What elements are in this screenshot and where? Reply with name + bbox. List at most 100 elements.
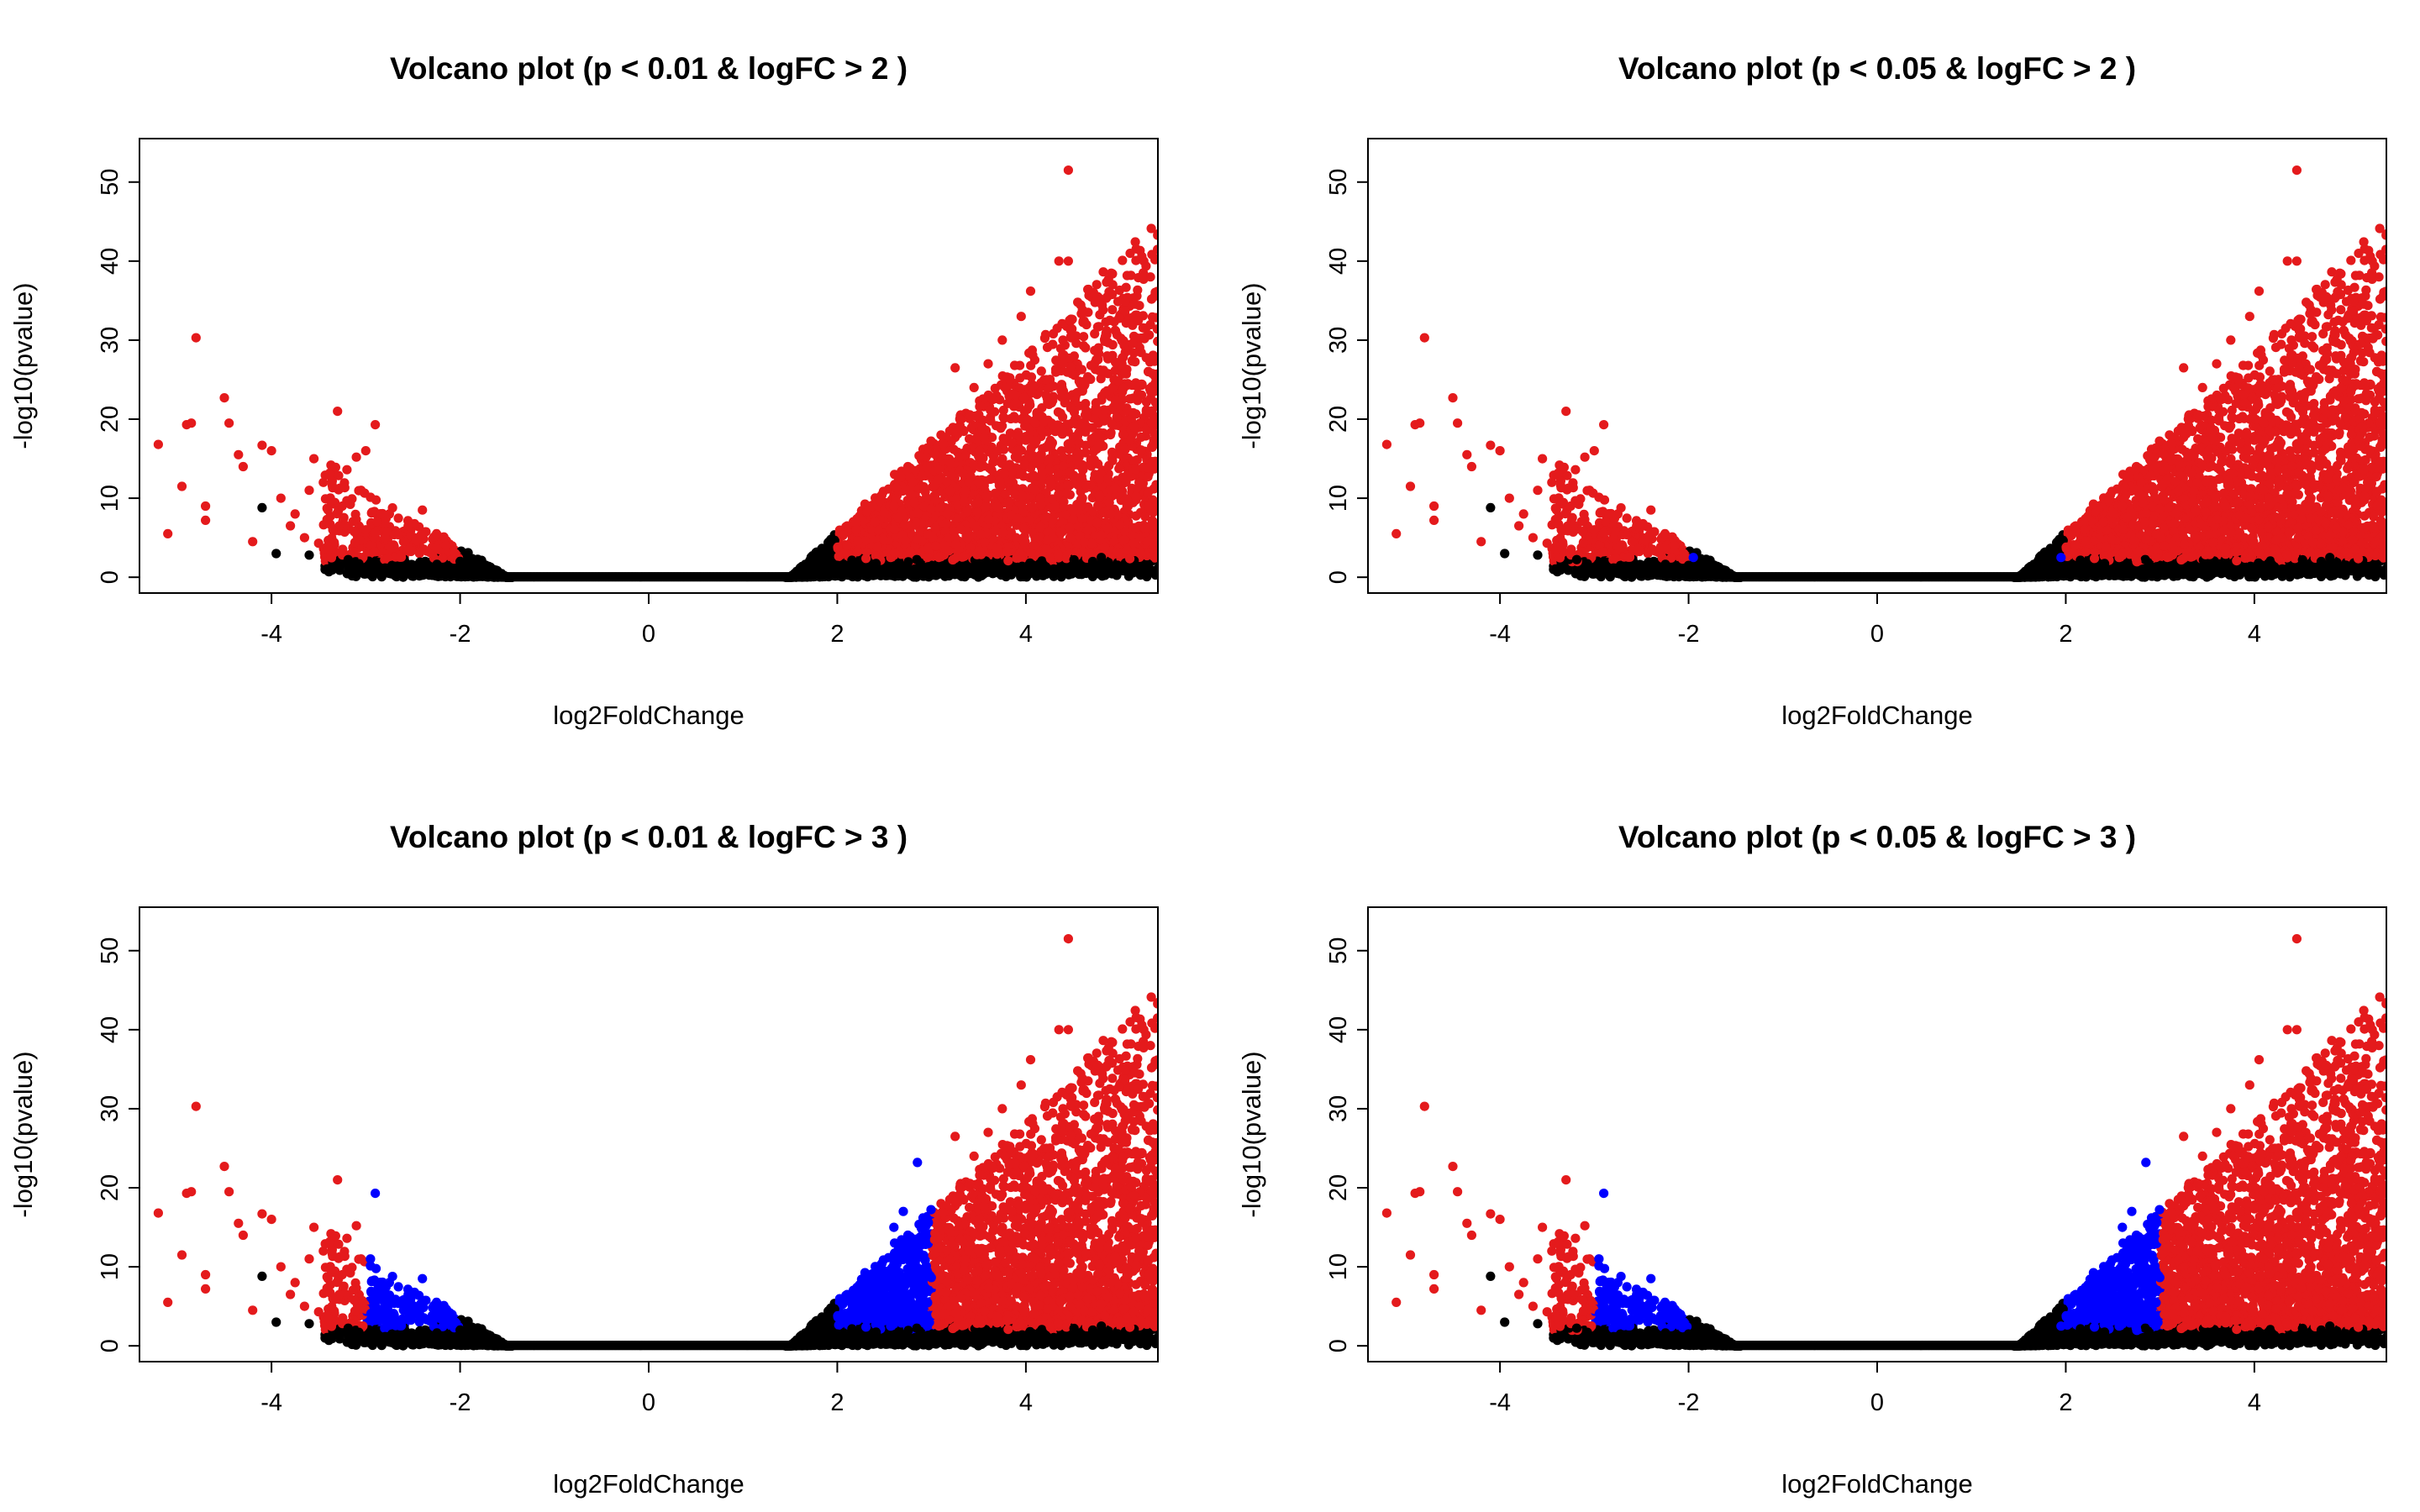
data-point (366, 540, 376, 550)
data-point (879, 534, 889, 545)
data-point (342, 569, 352, 579)
data-point (1096, 469, 1106, 479)
data-point (1153, 244, 1158, 255)
data-point (1087, 507, 1097, 517)
data-point (1048, 515, 1058, 525)
data-point (1101, 293, 1112, 303)
data-point (376, 509, 386, 519)
data-point (1052, 366, 1062, 376)
data-point (973, 497, 983, 507)
data-point (1026, 360, 1036, 370)
data-point (1094, 322, 1104, 332)
data-point (939, 439, 949, 449)
data-point (947, 470, 957, 480)
data-point (1107, 419, 1117, 429)
data-point (1126, 394, 1136, 404)
data-point (1150, 378, 1158, 388)
data-point (1081, 398, 1091, 409)
data-point (1055, 344, 1065, 354)
data-point (1048, 339, 1058, 349)
data-point (834, 551, 844, 562)
y-axis-label: -log10(pvalue) (8, 282, 38, 449)
data-point (990, 407, 1000, 417)
chart-title: Volcano plot (p < 0.01 & logFC > 2 ) (390, 51, 908, 86)
data-point (910, 564, 920, 575)
data-point (1068, 417, 1078, 428)
data-point (1138, 323, 1148, 333)
data-point (890, 524, 900, 534)
data-point (1057, 318, 1067, 328)
data-point (923, 529, 933, 539)
data-point (1092, 280, 1102, 290)
x-axis-label: log2FoldChange (553, 701, 744, 730)
data-point (825, 552, 835, 562)
data-point (989, 456, 999, 467)
data-point (403, 543, 413, 554)
data-point (1058, 412, 1068, 422)
data-point (1094, 365, 1104, 375)
data-point (349, 527, 360, 537)
data-point (1065, 533, 1075, 543)
data-point (1133, 285, 1143, 295)
data-point (1118, 386, 1128, 397)
data-point (1133, 316, 1144, 326)
data-point (990, 383, 1000, 393)
data-point (1103, 275, 1113, 285)
data-point (1143, 537, 1153, 547)
data-point (1102, 330, 1112, 340)
data-point (1148, 439, 1158, 449)
data-point (960, 450, 971, 461)
data-point (1094, 569, 1105, 579)
data-point (1128, 348, 1139, 358)
data-point (1116, 333, 1126, 344)
data-point (843, 562, 853, 572)
data-point (910, 572, 920, 582)
data-point (1036, 366, 1046, 376)
data-point (393, 513, 403, 523)
data-point (913, 508, 923, 518)
data-point (1131, 491, 1141, 501)
data-point (1130, 237, 1140, 247)
data-point (1114, 548, 1124, 558)
data-point (1086, 538, 1097, 549)
data-point (976, 402, 986, 412)
data-point (1090, 413, 1100, 423)
data-point (918, 481, 929, 492)
data-point (348, 517, 358, 527)
data-point (849, 568, 860, 578)
data-point (1023, 402, 1034, 412)
data-point (1028, 350, 1038, 360)
data-point (322, 503, 332, 513)
data-point (1118, 429, 1128, 439)
data-point (351, 571, 361, 581)
data-point (1152, 324, 1158, 334)
data-point (440, 571, 450, 582)
data-point (1082, 525, 1092, 536)
data-point (1126, 471, 1136, 481)
data-point (1018, 392, 1028, 402)
data-point (1043, 535, 1053, 545)
data-point (1018, 523, 1028, 533)
data-point (909, 497, 919, 507)
data-point (992, 501, 1002, 512)
data-point (1051, 355, 1061, 365)
data-point (1136, 432, 1146, 443)
data-point (1045, 435, 1055, 445)
data-point (1027, 501, 1038, 512)
data-point (1078, 316, 1088, 326)
data-point (1141, 353, 1151, 363)
data-point (991, 526, 1001, 536)
data-point (1041, 390, 1051, 400)
data-point (972, 507, 983, 517)
data-point (1015, 373, 1025, 383)
data-point (1109, 537, 1119, 547)
data-point (1130, 299, 1140, 309)
data-point (1124, 435, 1134, 445)
data-point (892, 483, 902, 493)
data-point (901, 536, 911, 546)
data-point (354, 559, 364, 569)
data-point (847, 555, 857, 565)
data-point (1081, 448, 1091, 458)
data-point (438, 553, 448, 563)
data-point (1131, 409, 1141, 419)
